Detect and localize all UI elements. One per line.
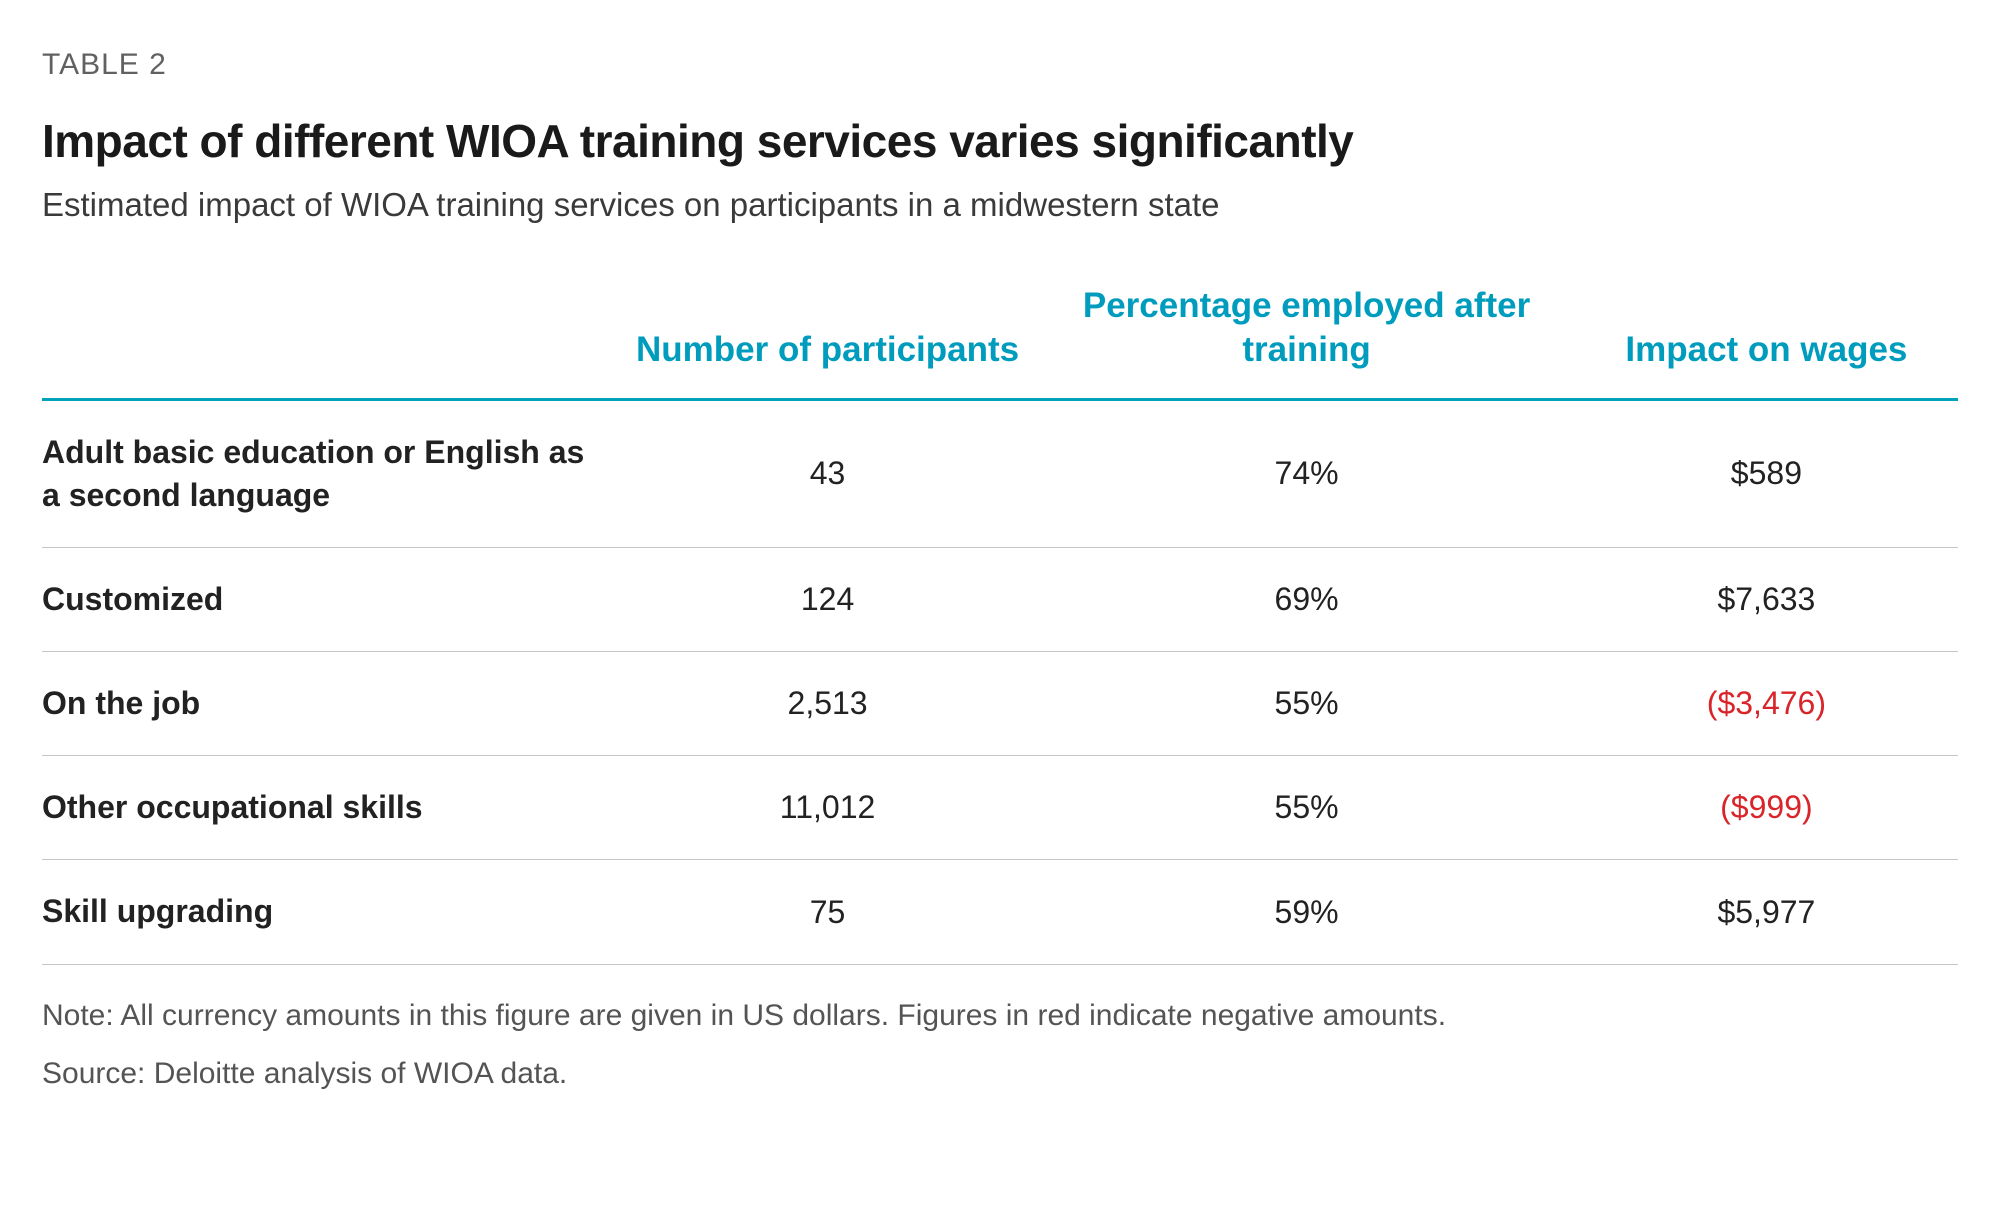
row-label: Other occupational skills: [42, 756, 617, 860]
col-header-employed: Percentage employed after training: [1038, 284, 1574, 399]
cell-wages: $589: [1575, 399, 1958, 547]
cell-wages: ($3,476): [1575, 652, 1958, 756]
cell-wages: $5,977: [1575, 860, 1958, 964]
table-subtitle: Estimated impact of WIOA training servic…: [42, 186, 1958, 224]
footnote-note: Note: All currency amounts in this figur…: [42, 993, 1958, 1040]
table-row: On the job 2,513 55% ($3,476): [42, 652, 1958, 756]
table-row: Other occupational skills 11,012 55% ($9…: [42, 756, 1958, 860]
cell-employed: 55%: [1038, 652, 1574, 756]
cell-wages: $7,633: [1575, 547, 1958, 651]
col-header-wages: Impact on wages: [1575, 284, 1958, 399]
cell-participants: 75: [617, 860, 1039, 964]
table-title: Impact of different WIOA training servic…: [42, 114, 1958, 168]
data-table: Number of participants Percentage employ…: [42, 284, 1958, 965]
table-figure: TABLE 2 Impact of different WIOA trainin…: [0, 0, 2000, 1150]
cell-employed: 69%: [1038, 547, 1574, 651]
table-row: Customized 124 69% $7,633: [42, 547, 1958, 651]
cell-participants: 11,012: [617, 756, 1039, 860]
cell-employed: 55%: [1038, 756, 1574, 860]
row-label: Customized: [42, 547, 617, 651]
cell-employed: 59%: [1038, 860, 1574, 964]
footnote-source: Source: Deloitte analysis of WIOA data.: [42, 1051, 1958, 1098]
cell-employed: 74%: [1038, 399, 1574, 547]
cell-participants: 43: [617, 399, 1039, 547]
footnotes: Note: All currency amounts in this figur…: [42, 993, 1958, 1098]
cell-participants: 124: [617, 547, 1039, 651]
cell-participants: 2,513: [617, 652, 1039, 756]
row-label: Adult basic education or English as a se…: [42, 399, 617, 547]
row-label: Skill upgrading: [42, 860, 617, 964]
col-header-rowlabel: [42, 284, 617, 399]
table-row: Skill upgrading 75 59% $5,977: [42, 860, 1958, 964]
table-body: Adult basic education or English as a se…: [42, 399, 1958, 964]
table-header-row: Number of participants Percentage employ…: [42, 284, 1958, 399]
col-header-participants: Number of participants: [617, 284, 1039, 399]
table-label: TABLE 2: [42, 48, 1958, 82]
table-row: Adult basic education or English as a se…: [42, 399, 1958, 547]
row-label: On the job: [42, 652, 617, 756]
cell-wages: ($999): [1575, 756, 1958, 860]
